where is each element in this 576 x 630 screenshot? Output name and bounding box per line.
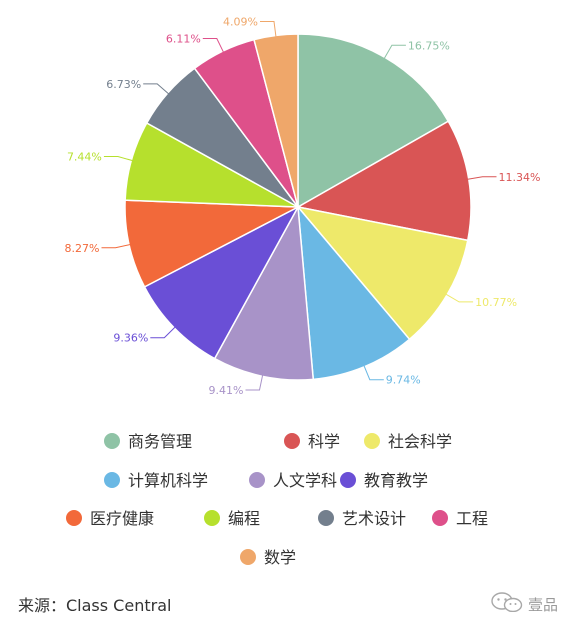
slice-label: 4.09% <box>223 16 258 29</box>
leader-line <box>362 362 384 381</box>
leader-line <box>382 44 406 62</box>
legend-swatch <box>340 472 356 488</box>
slice-label: 7.44% <box>67 151 102 164</box>
legend-label: 艺术设计 <box>342 509 406 528</box>
wechat-icon <box>490 592 524 616</box>
leader-line <box>103 156 136 162</box>
legend-label: 教育教学 <box>364 471 428 490</box>
slice-label: 16.75% <box>408 39 450 52</box>
slice-labels: 16.75% 11.34% 10.77% 9.74% 9.41% 9.36% 8.27% 7.… <box>65 16 541 398</box>
legend-item: 工程 <box>432 509 488 528</box>
legend-item: 艺术设计 <box>318 509 406 528</box>
legend-swatch <box>249 472 265 488</box>
slice-label: 9.74% <box>386 374 421 387</box>
slice-label: 6.73% <box>106 78 141 91</box>
leader-line <box>260 21 277 40</box>
source-note: 来源：Class Central <box>18 596 172 615</box>
legend-label: 数学 <box>264 548 296 567</box>
legend-label: 社会科学 <box>388 432 452 451</box>
leader-line <box>150 324 178 339</box>
legend-swatch <box>240 549 256 565</box>
legend-item: 教育教学 <box>340 471 428 490</box>
legend-label: 编程 <box>228 509 260 528</box>
pie-slices <box>124 33 472 381</box>
slice-label: 8.27% <box>65 242 100 255</box>
watermark: 壹品 <box>490 592 558 616</box>
legend-label: 工程 <box>456 509 488 528</box>
legend-label: 科学 <box>308 432 340 451</box>
watermark-label: 壹品 <box>527 595 558 614</box>
legend-item: 社会科学 <box>364 432 452 451</box>
legend-swatch <box>104 433 120 449</box>
legend-swatch <box>204 510 220 526</box>
slice-label: 9.36% <box>113 332 148 345</box>
legend-item: 人文学科 <box>249 471 337 490</box>
legend-swatch <box>318 510 334 526</box>
slice-label: 9.41% <box>209 384 244 397</box>
legend-swatch <box>104 472 120 488</box>
leader-line <box>245 372 264 391</box>
slice-label: 11.34% <box>499 171 541 184</box>
legend-item: 数学 <box>240 548 296 567</box>
leader-line <box>443 292 474 303</box>
legend-label: 医疗健康 <box>90 509 154 528</box>
legend-swatch <box>66 510 82 526</box>
leader-line <box>101 243 134 249</box>
leader-line <box>464 176 497 181</box>
legend-swatch <box>284 433 300 449</box>
legend-item: 科学 <box>284 432 340 451</box>
slice-label: 6.11% <box>166 33 201 46</box>
leader-line <box>202 38 226 55</box>
leader-line <box>143 83 172 97</box>
legend-swatch <box>432 510 448 526</box>
legend-label: 人文学科 <box>273 471 337 490</box>
legend-swatch <box>364 433 380 449</box>
legend-label: 计算机科学 <box>128 471 208 490</box>
legend-item: 商务管理 <box>104 432 192 451</box>
legend-item: 医疗健康 <box>66 509 154 528</box>
slice-label: 10.77% <box>475 296 517 309</box>
legend-item: 编程 <box>204 509 260 528</box>
legend-item: 计算机科学 <box>104 471 208 490</box>
legend-label: 商务管理 <box>128 432 192 451</box>
